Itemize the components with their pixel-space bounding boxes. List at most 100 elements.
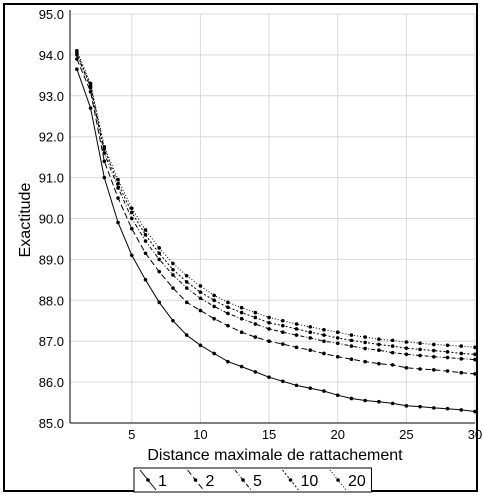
data-point (294, 333, 299, 337)
data-point (390, 344, 395, 348)
data-point (198, 308, 203, 313)
data-point (377, 342, 381, 347)
legend-item-20: 20 (329, 469, 366, 491)
x-tick-label: 10 (193, 427, 207, 442)
data-point (116, 196, 120, 200)
data-point (335, 341, 340, 346)
legend-marker (146, 478, 150, 482)
y-tick-label: 92.0 (39, 130, 64, 145)
data-point (129, 216, 134, 221)
x-tick-label: 30 (468, 427, 482, 442)
data-point (404, 404, 409, 408)
data-point (157, 251, 162, 256)
y-tick-label: 89.0 (39, 252, 64, 267)
data-point (363, 359, 367, 364)
data-point (239, 330, 244, 335)
data-point (308, 330, 313, 335)
data-point (445, 406, 450, 411)
data-point (253, 310, 258, 315)
data-point (267, 375, 271, 379)
data-point (473, 372, 477, 376)
legend-item-5: 5 (234, 469, 262, 491)
y-tick-label: 93.0 (39, 89, 64, 104)
legend-marker (288, 478, 293, 482)
y-tick-label: 86.0 (39, 375, 64, 390)
y-tick-label: 85.0 (39, 416, 64, 431)
data-point (239, 310, 244, 315)
data-point (116, 186, 120, 190)
series-line-10 (76, 52, 476, 355)
data-point (377, 337, 381, 341)
data-point (267, 315, 271, 320)
data-point (226, 359, 230, 364)
legend-box (133, 467, 372, 493)
data-point (116, 181, 120, 186)
data-point (473, 352, 477, 357)
data-point (143, 251, 148, 256)
x-tick-label: 15 (262, 427, 276, 442)
y-tick-label: 91.0 (39, 171, 64, 186)
data-point (253, 322, 258, 326)
legend-label: 20 (348, 473, 366, 490)
y-tick-label: 88.0 (39, 293, 64, 308)
data-point (212, 316, 216, 321)
series-20 (75, 49, 477, 350)
x-tick-label: 20 (330, 427, 344, 442)
legend-item-2: 2 (187, 469, 215, 491)
data-point (459, 351, 464, 356)
series-line-20 (76, 50, 476, 348)
data-point (212, 293, 216, 298)
data-point (102, 175, 107, 180)
data-point (459, 370, 464, 375)
data-point (171, 267, 175, 272)
series-2 (75, 57, 477, 376)
data-point (116, 220, 120, 225)
data-point (102, 151, 107, 155)
data-point (143, 228, 148, 232)
y-tick-label: 90.0 (39, 212, 64, 227)
data-point (198, 284, 203, 288)
data-point (157, 246, 162, 250)
data-point (349, 333, 354, 337)
series-line-5 (76, 54, 476, 361)
y-tick-label: 87.0 (39, 334, 64, 349)
data-point (253, 335, 258, 339)
data-point (390, 350, 395, 355)
data-point (157, 300, 162, 305)
data-point (390, 338, 395, 343)
data-point (294, 345, 299, 350)
data-point (171, 273, 175, 277)
data-point (418, 347, 422, 352)
data-point (459, 356, 464, 361)
data-point (143, 233, 148, 237)
data-point (184, 333, 189, 337)
data-point (349, 396, 354, 401)
legend-item-10: 10 (282, 469, 318, 491)
data-point (459, 408, 464, 412)
legend-label: 1 (158, 473, 167, 490)
x-axis-title: Distance maximale de rattachement (147, 447, 403, 464)
data-point (349, 344, 354, 348)
data-point (335, 330, 340, 335)
legend-label: 2 (206, 473, 215, 490)
data-point (335, 354, 340, 359)
data-point (432, 368, 436, 372)
data-point (116, 177, 120, 182)
data-point (363, 398, 367, 403)
y-tick-label: 95.0 (39, 7, 64, 22)
data-point (171, 318, 175, 323)
data-point (280, 330, 285, 335)
data-point (129, 226, 134, 231)
data-point (102, 159, 107, 164)
y-axis-title: Exactitude (17, 183, 34, 258)
data-point (253, 370, 258, 374)
data-point (253, 315, 258, 320)
data-point (445, 343, 450, 348)
data-point (280, 323, 285, 328)
data-point (432, 406, 436, 410)
data-point (157, 269, 162, 274)
data-point (363, 340, 367, 345)
data-point (459, 344, 464, 348)
series-10 (75, 51, 477, 357)
